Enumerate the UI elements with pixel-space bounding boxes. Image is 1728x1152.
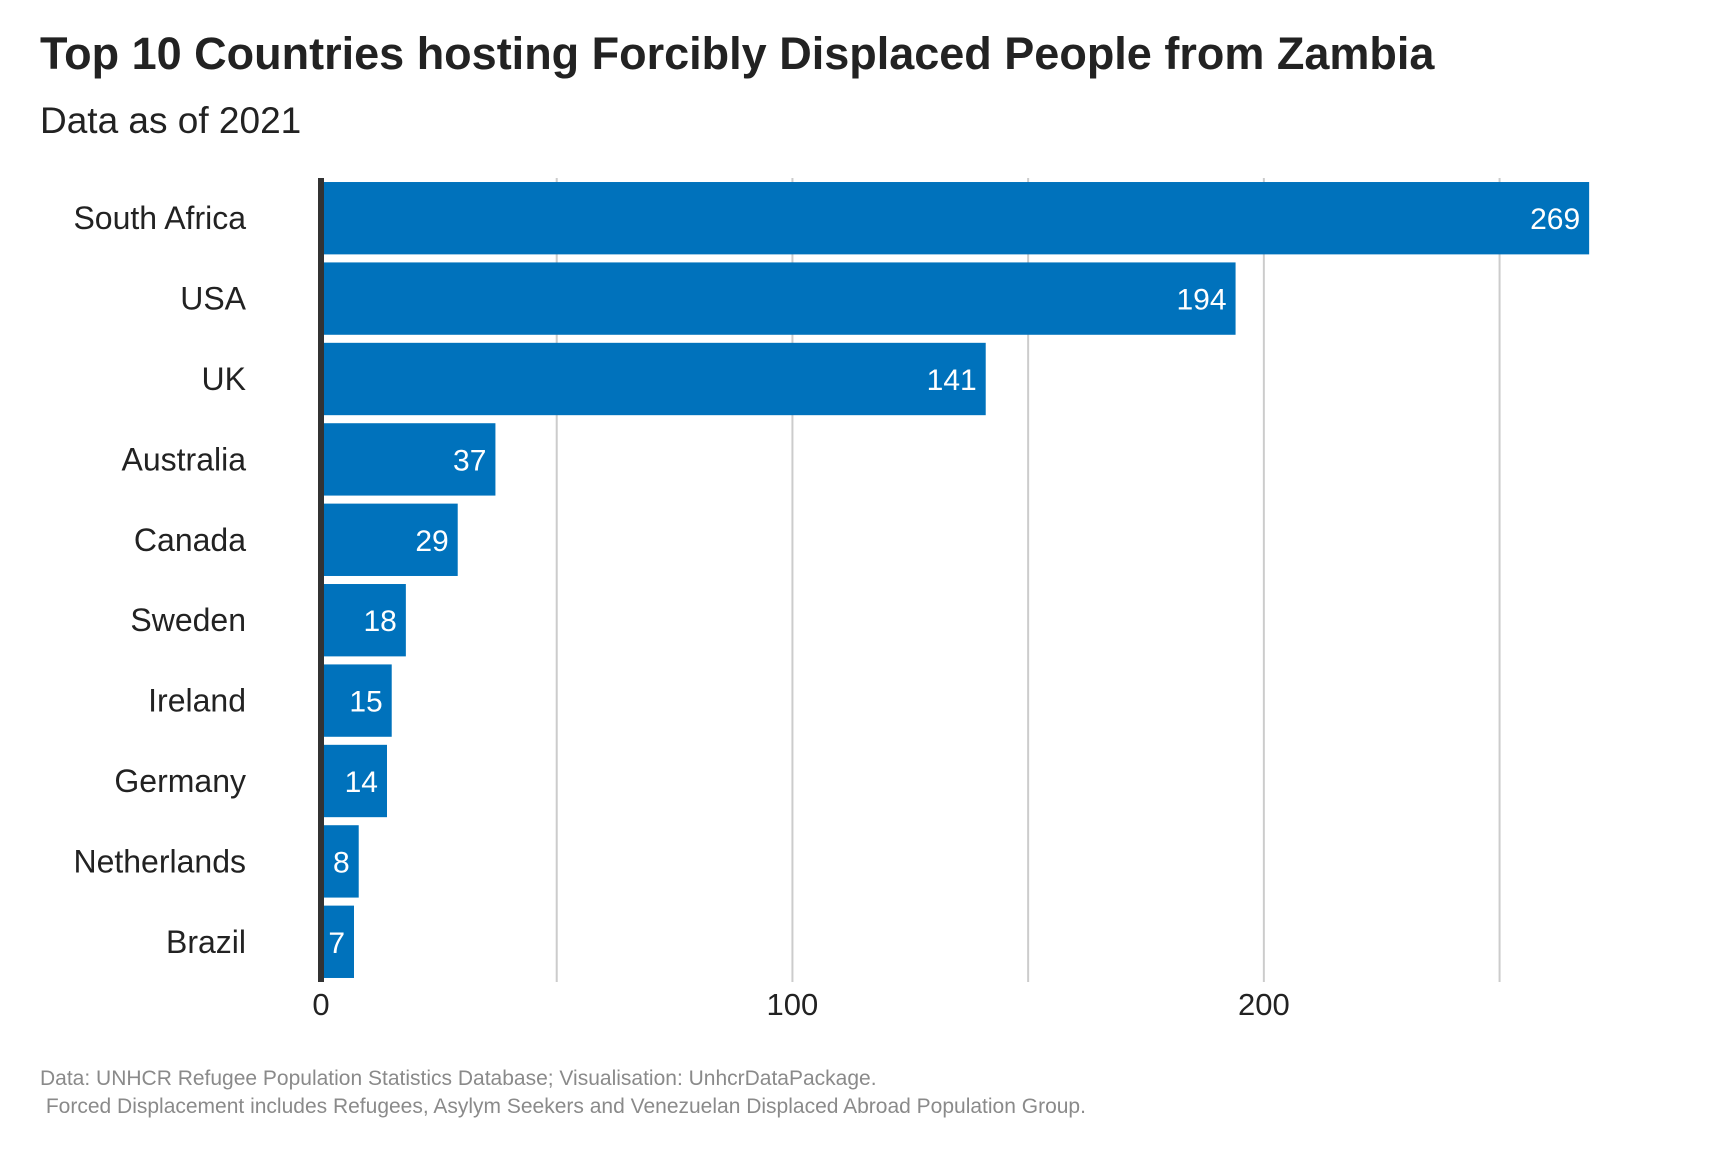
source-caption: Data: UNHCR Refugee Population Statistic… xyxy=(40,1067,877,1090)
bar xyxy=(321,182,1590,255)
value-label: 269 xyxy=(1530,203,1580,236)
bar xyxy=(321,825,359,898)
x-tick-label: 100 xyxy=(767,987,819,1022)
bar xyxy=(321,262,1236,335)
category-label: South Africa xyxy=(73,200,246,236)
category-label: Brazil xyxy=(166,924,246,960)
value-label: 8 xyxy=(333,846,350,879)
x-tick-label: 0 xyxy=(312,987,329,1022)
chart-title: Top 10 Countries hosting Forcibly Displa… xyxy=(40,28,1435,79)
value-label: 29 xyxy=(415,525,448,558)
bar xyxy=(321,423,496,496)
value-label: 37 xyxy=(453,444,486,477)
bar xyxy=(321,342,986,416)
category-label: UK xyxy=(202,361,246,397)
axes: South Africa USA UK Australia Canada Sweden Ir… xyxy=(73,178,1290,1022)
bars: 269 194 141 37 29 18 15 14 8 7 xyxy=(321,182,1590,978)
bar xyxy=(321,744,387,818)
x-tick-label: 200 xyxy=(1238,987,1290,1022)
category-label: Netherlands xyxy=(73,843,246,879)
value-label: 141 xyxy=(927,364,977,397)
value-label: 18 xyxy=(363,605,396,638)
bar xyxy=(321,584,406,657)
category-label: Germany xyxy=(114,763,246,799)
value-label: 15 xyxy=(349,686,382,719)
category-label: Australia xyxy=(122,441,247,477)
bar xyxy=(321,905,354,978)
category-label: Sweden xyxy=(130,602,246,638)
category-label: Canada xyxy=(134,522,246,558)
bar xyxy=(321,664,392,737)
value-label: 14 xyxy=(345,766,378,799)
value-label: 7 xyxy=(328,927,345,960)
category-label: Ireland xyxy=(148,683,246,719)
value-label: 194 xyxy=(1177,284,1227,317)
chart-subtitle: Data as of 2021 xyxy=(40,100,302,141)
category-label: USA xyxy=(180,281,246,317)
bar xyxy=(321,503,458,576)
note-caption: Forced Displacement includes Refugees, A… xyxy=(40,1095,1086,1118)
